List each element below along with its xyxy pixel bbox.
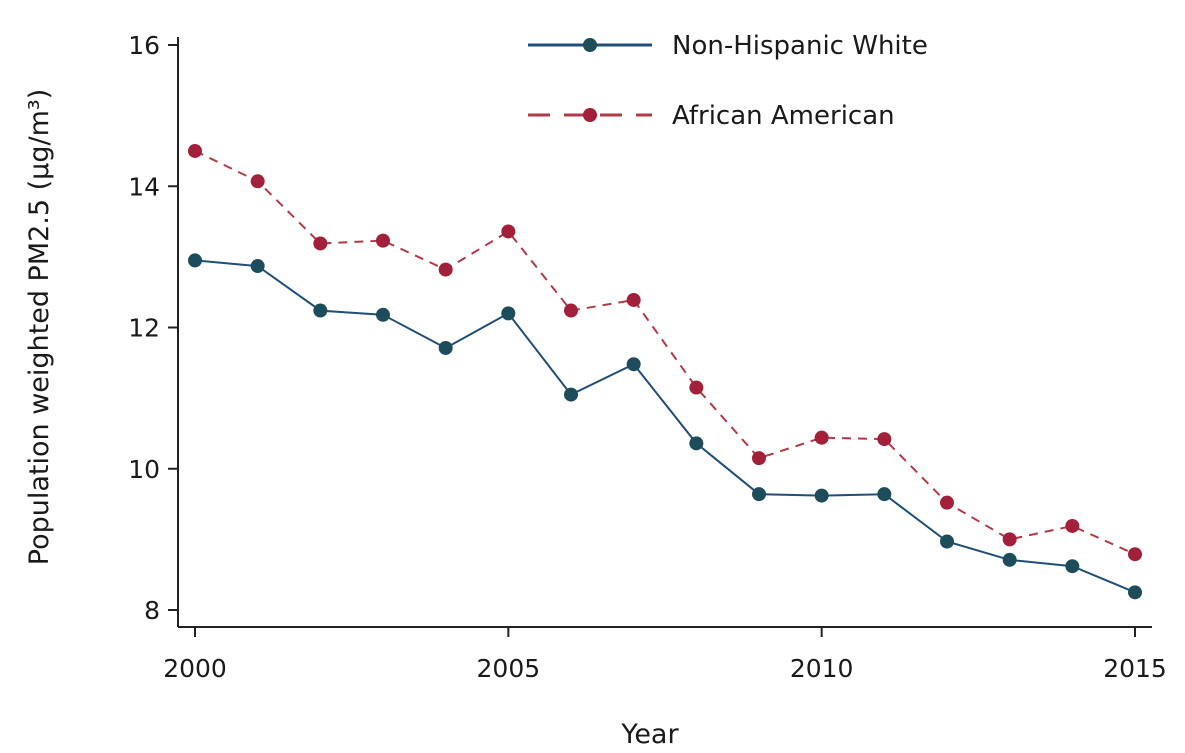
- x-tick-label: 2005: [477, 654, 541, 683]
- y-tick-label: 16: [128, 31, 160, 60]
- data-point: [376, 233, 390, 248]
- data-point: [940, 495, 954, 510]
- data-point: [313, 236, 328, 251]
- data-point: [501, 224, 516, 239]
- data-point: [814, 430, 829, 445]
- data-point: [250, 259, 265, 274]
- data-point: [1065, 518, 1080, 533]
- series-african-american: [188, 143, 1142, 562]
- data-point: [689, 436, 704, 451]
- data-point: [626, 357, 641, 372]
- data-point: [564, 303, 578, 318]
- y-tick-label: 14: [128, 172, 160, 201]
- data-point: [438, 340, 453, 355]
- y-tick-label: 8: [144, 596, 160, 625]
- data-point: [626, 292, 641, 307]
- data-point: [1002, 532, 1017, 547]
- data-point: [752, 487, 766, 502]
- data-point: [564, 387, 578, 402]
- legend: Non-Hispanic White African American: [528, 31, 928, 131]
- series-line: [194, 150, 1136, 556]
- data-point: [877, 487, 892, 502]
- data-point: [438, 262, 453, 277]
- data-point: [877, 432, 892, 447]
- data-point: [689, 380, 704, 395]
- y-tick-label: 12: [128, 314, 160, 343]
- data-point: [501, 306, 516, 321]
- x-tick-label: 2010: [790, 654, 854, 683]
- legend-marker: [583, 38, 597, 52]
- data-point: [1128, 547, 1142, 562]
- series-line: [194, 259, 1136, 594]
- legend-label: Non-Hispanic White: [672, 31, 928, 61]
- data-point: [250, 174, 265, 189]
- data-point: [1002, 552, 1017, 567]
- data-point: [1128, 585, 1142, 600]
- data-point: [814, 488, 829, 503]
- y-tick-label: 10: [128, 455, 160, 484]
- x-axis-label: Year: [620, 719, 679, 749]
- series-non-hispanic-white: [188, 253, 1142, 600]
- series-group: [188, 143, 1142, 600]
- data-point: [313, 303, 328, 318]
- legend-marker: [583, 108, 597, 122]
- x-tick-label: 2000: [163, 654, 227, 683]
- data-point: [188, 253, 202, 268]
- data-point: [752, 451, 766, 466]
- x-tick-label: 2015: [1103, 654, 1167, 683]
- data-point: [1065, 559, 1080, 574]
- data-point: [940, 534, 954, 549]
- legend-label: African American: [672, 101, 895, 131]
- y-axis-label: Population weighted PM2.5 (µg/m³): [24, 89, 55, 566]
- data-point: [376, 307, 390, 322]
- data-point: [188, 143, 202, 158]
- axes: 8 10 12 14 16 2000 2005 2010 2015: [128, 31, 1167, 683]
